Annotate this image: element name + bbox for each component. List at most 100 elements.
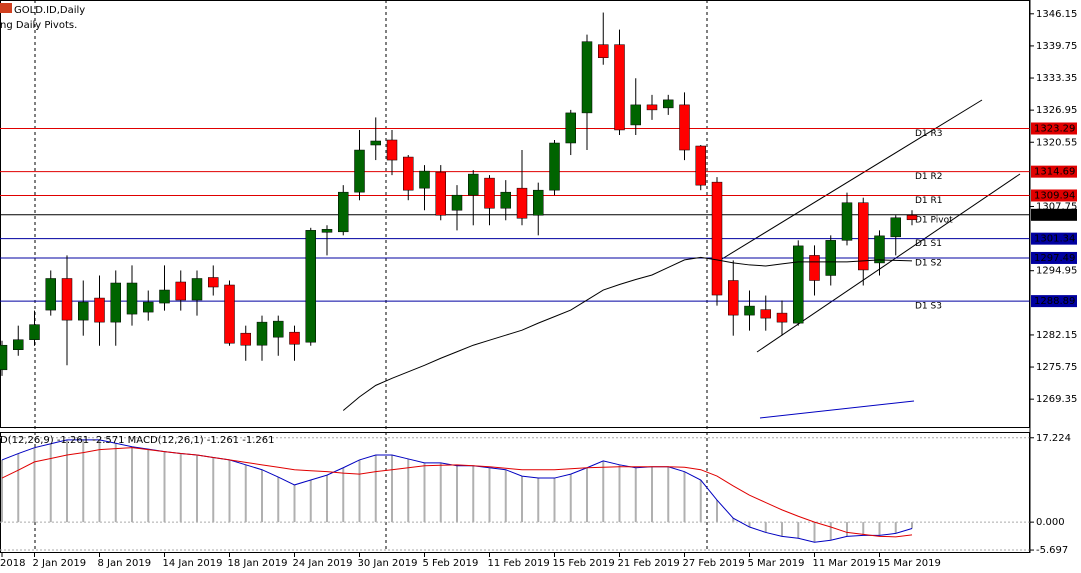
macd-bar xyxy=(439,462,442,523)
pivot-name: D1 S3 xyxy=(915,302,942,312)
pivot-price-label: 1309.94 xyxy=(1034,190,1075,201)
macd-bar xyxy=(878,522,881,536)
macd-bar xyxy=(1,459,3,523)
pivot-price-label: 1288.89 xyxy=(1034,296,1075,307)
candle-body xyxy=(906,215,918,221)
candle-body xyxy=(858,202,869,271)
candle-body xyxy=(630,104,641,126)
macd-bar xyxy=(846,522,848,537)
candle-body xyxy=(208,277,219,288)
macd-bar xyxy=(49,443,52,523)
candle-body xyxy=(581,41,593,114)
y-tick-label: 1294.95 xyxy=(1036,266,1077,277)
macd-bar xyxy=(829,522,832,541)
macd-bar xyxy=(179,453,182,523)
candle-body xyxy=(338,191,349,233)
pivot-price-box xyxy=(1031,208,1077,221)
candle-body xyxy=(321,229,333,233)
pivot-price-box xyxy=(1031,122,1077,135)
macd-bar xyxy=(618,464,621,523)
macd-bar xyxy=(17,453,20,523)
moving-average xyxy=(342,256,913,411)
y-tick-label: 1269.35 xyxy=(1036,394,1077,405)
pivot-name: D1 S2 xyxy=(915,258,942,268)
candle-body xyxy=(78,301,89,321)
signal-line xyxy=(1,447,913,538)
macd-bar xyxy=(391,455,393,523)
candle-body xyxy=(728,280,739,316)
pivot-price-label: 1314.69 xyxy=(1034,167,1075,178)
candle-body xyxy=(305,230,316,343)
macd-bar xyxy=(813,522,816,543)
y-tick-label: 1320.55 xyxy=(1036,137,1077,148)
candle-body xyxy=(825,240,836,276)
macd-bar xyxy=(764,522,767,533)
pivot-price-box xyxy=(1031,251,1077,264)
macd-bar xyxy=(537,478,540,523)
pivot-name: D1 R3 xyxy=(915,129,943,139)
candle-body xyxy=(809,255,820,281)
candle-body xyxy=(533,189,544,216)
candle-body xyxy=(744,305,755,316)
macd-bar xyxy=(456,465,458,523)
candle-body xyxy=(614,44,625,131)
candle-body xyxy=(224,284,235,344)
y-tick-label: 1282.15 xyxy=(1036,330,1077,341)
macd-bar xyxy=(569,474,572,523)
x-tick-label: 15 Mar 2019 xyxy=(878,558,941,569)
macd-bar xyxy=(309,480,312,523)
x-tick-label: 18 Jan 2019 xyxy=(228,558,288,569)
pivot-name: D1 R2 xyxy=(915,172,943,182)
candle-body xyxy=(776,312,788,323)
macd-bar xyxy=(358,459,361,523)
candle-body xyxy=(598,44,609,58)
candle-body xyxy=(841,202,853,241)
candle-body xyxy=(403,156,414,191)
candle-body xyxy=(191,278,203,301)
candle-body xyxy=(890,217,901,238)
x-tick-label: 30 Jan 2019 xyxy=(358,558,418,569)
x-tick-label: 21 Feb 2019 xyxy=(618,558,680,569)
macd-bar xyxy=(342,467,345,523)
x-tick-label: 5 Mar 2019 xyxy=(748,558,805,569)
macd-bar xyxy=(699,480,702,523)
candle-body xyxy=(419,170,430,189)
macd-bar xyxy=(244,464,247,523)
macd-bar xyxy=(212,457,215,523)
candle-body xyxy=(500,191,511,209)
pivot-price-label: 1323.29 xyxy=(1034,124,1075,135)
macd-bar xyxy=(33,447,36,523)
macd-bar xyxy=(196,455,198,523)
macd-title: D(12,26,9) -1.261 -2.571 MACD(12,26,1) -… xyxy=(0,435,274,446)
candle-body xyxy=(679,104,690,151)
macd-bar xyxy=(521,476,523,523)
y-tick-label: 0.000 xyxy=(1036,517,1065,528)
y-tick-label: 1333.35 xyxy=(1036,73,1077,84)
macd-bar xyxy=(862,522,865,536)
candle-body xyxy=(663,99,674,109)
macd-bar xyxy=(797,522,800,539)
pivot-price-box xyxy=(1031,189,1077,202)
symbol-label: GOLD.ID,Daily xyxy=(14,5,85,16)
x-tick-label: 8 Jan 2019 xyxy=(98,558,152,569)
x-tick-label: 5 Feb 2019 xyxy=(423,558,479,569)
candle-body xyxy=(126,282,138,315)
candle-body xyxy=(29,324,40,340)
pivot-price-label: 1297.49 xyxy=(1034,253,1075,264)
macd-bar xyxy=(553,478,556,523)
candle-body xyxy=(516,187,528,219)
trend-line xyxy=(716,99,983,263)
macd-bar xyxy=(602,460,605,523)
x-tick-label: 27 Feb 2019 xyxy=(683,558,745,569)
y-tick-label: 1275.75 xyxy=(1036,362,1077,373)
x-tick-label: 11 Feb 2019 xyxy=(488,558,550,569)
trend-line xyxy=(759,400,915,419)
candle-body xyxy=(793,245,804,324)
x-tick-label: 2018 xyxy=(0,558,25,569)
macd-bar xyxy=(911,522,913,529)
candle-body xyxy=(549,142,560,191)
macd-bar xyxy=(634,467,637,523)
macd-bar xyxy=(277,477,280,523)
